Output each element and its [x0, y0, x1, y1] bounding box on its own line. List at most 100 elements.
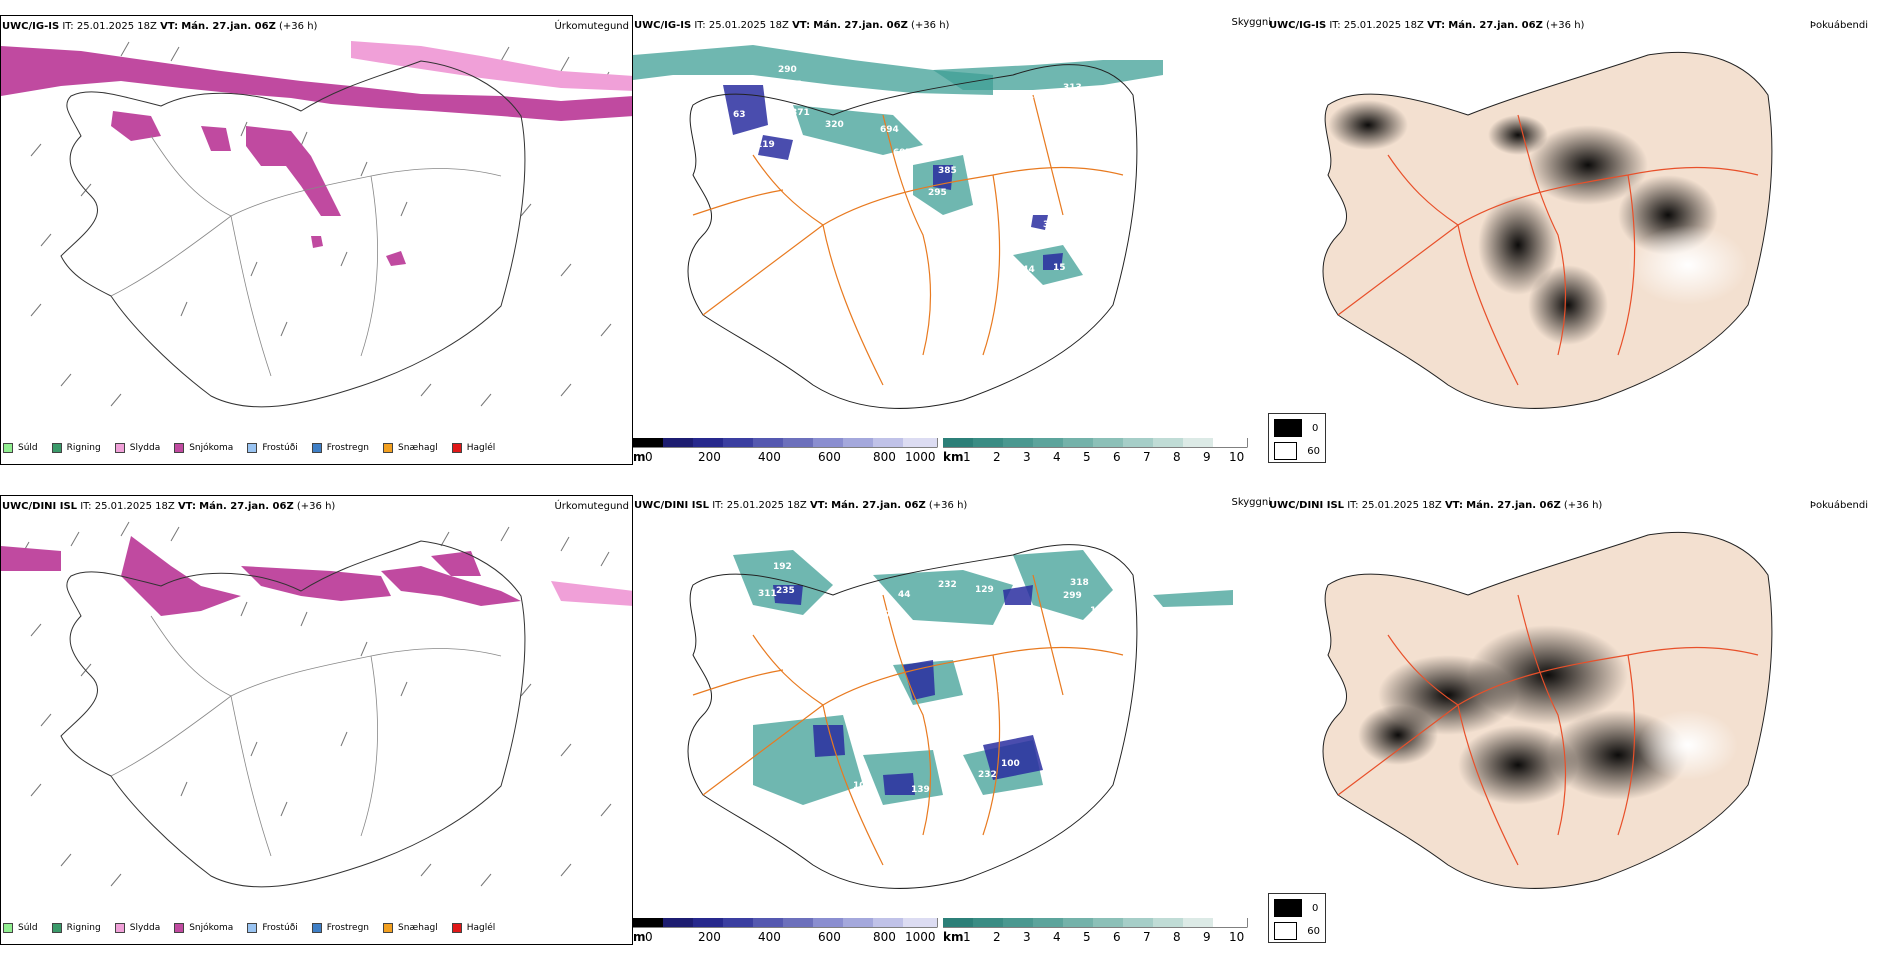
fog-map-row1 — [1322, 51, 1773, 409]
colorbar-tick: 8 — [1173, 450, 1181, 464]
visibility-colorbar: km 1 2 3 4 5 6 7 8 9 10 — [942, 917, 1253, 948]
fog-swatch — [1274, 442, 1298, 460]
fog-map-row2 — [1322, 531, 1773, 889]
colorbar-tick: 200 — [698, 930, 721, 944]
roads — [110, 135, 502, 377]
legend-label: Rigning — [66, 443, 101, 453]
map-header: UWC/IG-IS IT: 25.01.2025 18Z VT: Mán. 27… — [1269, 20, 1584, 31]
colorbar-tick: 400 — [758, 450, 781, 464]
fog-legend-row: 60 — [1274, 922, 1320, 940]
blue-low-cloud — [773, 585, 1043, 795]
colorbar-tick: 1 — [963, 930, 971, 944]
lead-time: (+36 h) — [928, 500, 968, 511]
legend-label: Frostúði — [262, 443, 298, 453]
legend-label: Frostúði — [262, 923, 298, 933]
colorbar-tick: 10 — [1229, 930, 1245, 944]
cloud-base-label: 100 — [1001, 759, 1020, 769]
fog-index-panel-row1: UWC/IG-IS IT: 25.01.2025 18Z VT: Mán. 27… — [1268, 15, 1868, 475]
precip-map-row2 — [1, 521, 632, 888]
fog-legend-label: 60 — [1307, 445, 1320, 457]
legend-item: Frostregn — [311, 443, 370, 453]
legend-swatch — [451, 443, 462, 453]
cloud-base-label: 38 — [1043, 220, 1056, 230]
fog-legend-label: 0 — [1312, 902, 1319, 914]
model-name: UWC/DINI ISL — [2, 501, 78, 512]
fog-legend: 0 60 — [1268, 413, 1326, 463]
legend-item: Snjókoma — [174, 923, 233, 933]
vt-value: Mán. 27.jan. 06Z — [1448, 20, 1543, 31]
legend-swatch — [247, 923, 258, 933]
fog-swatch — [1274, 899, 1302, 917]
cloud-base-labels: 290 765 445 371 320 694 697 313 200 385 … — [733, 65, 1082, 275]
iceland-outline — [687, 64, 1138, 409]
legend-swatch — [383, 443, 394, 453]
vt-value: Mán. 27.jan. 06Z — [831, 500, 926, 511]
road-network — [692, 94, 1124, 386]
map-header: UWC/DINI ISL IT: 25.01.2025 18Z VT: Mán.… — [1269, 500, 1602, 511]
colorbar-tick: 600 — [818, 930, 841, 944]
fog-legend-row: 0 — [1274, 899, 1320, 917]
cloud-base-label: 104 — [853, 781, 872, 791]
legend-item: Frostregn — [311, 923, 369, 933]
colorbar-tick: 600 — [818, 450, 841, 464]
visibility-panel-row2: 192 311 235 246 382 190 44 736 182 232 1… — [633, 495, 1273, 955]
colorbar-tick: 800 — [873, 450, 896, 464]
cloud-base-label: 320 — [825, 120, 844, 130]
fog-index-shading — [1328, 100, 1748, 345]
colorbar-tick: 4 — [1053, 930, 1061, 944]
legend-label: Slydda — [129, 923, 161, 933]
colorbar-tick: 5 — [1083, 930, 1091, 944]
colorbar-tick: 200 — [698, 450, 721, 464]
lead-time: (+36 h) — [1563, 500, 1603, 511]
cloud-base-label: 139 — [911, 785, 930, 795]
precip-type-panel-row1: UWC/IG-IS IT: 25.01.2025 18Z VT: Mán. 27… — [0, 15, 633, 465]
legend-swatch — [174, 923, 185, 933]
cloud-base-label: 318 — [1070, 578, 1089, 588]
colorbar-tick: 800 — [873, 930, 896, 944]
sleet-area — [551, 581, 632, 606]
cloud-base-colorbar-ramp — [633, 437, 938, 448]
legend-item: Súld — [3, 443, 38, 453]
it-value: 25.01.2025 18Z — [726, 500, 807, 511]
visibility-colorbar: km 1 2 3 4 5 6 7 8 9 10 — [942, 437, 1253, 468]
cloud-base-label: 246 — [743, 612, 762, 622]
vt-label: VT: — [1427, 20, 1446, 31]
cloud-base-colorbar-ramp — [633, 917, 938, 928]
colorbar-tick: 9 — [1203, 930, 1211, 944]
vt-value: Mán. 27.jan. 06Z — [813, 20, 908, 31]
cloud-base-unit: m — [633, 450, 646, 464]
vt-label: VT: — [1444, 500, 1463, 511]
snow-area — [1, 46, 632, 266]
legend-swatch — [311, 443, 322, 453]
colorbar-tick: 1 — [963, 450, 971, 464]
model-name: UWC/DINI ISL — [634, 500, 710, 511]
iceland-outline — [687, 544, 1138, 889]
cloud-base-label: 765 — [783, 80, 802, 90]
it-label: IT: — [1347, 500, 1359, 511]
iceland-outline — [60, 540, 526, 888]
cloud-base-label: 311 — [758, 589, 777, 599]
model-name: UWC/IG-IS — [634, 20, 692, 31]
legend-item: Snæhagl — [383, 443, 438, 453]
teal-fog-areas — [633, 45, 1163, 285]
visibility-map-row1: 290 765 445 371 320 694 697 313 200 385 … — [633, 45, 1163, 409]
legend-label: Haglél — [466, 443, 496, 453]
vt-label: VT: — [160, 21, 179, 32]
legend-item: Frostúði — [247, 923, 298, 933]
sleet-area — [351, 41, 632, 91]
cloud-base-label: 171 — [945, 241, 964, 251]
vt-value: Mán. 27.jan. 06Z — [199, 501, 294, 512]
colorbar-tick: 1000 — [905, 930, 936, 944]
cloud-base-label: 200 — [1028, 91, 1047, 101]
cloud-base-label: 235 — [776, 586, 795, 596]
colorbar-tick: 10 — [1229, 450, 1245, 464]
colorbar-tick: 3 — [1023, 450, 1031, 464]
colorbar-tick: 2 — [993, 450, 1001, 464]
roads — [1337, 114, 1759, 386]
cloud-base-label: 108 — [963, 699, 982, 709]
panel-title: Skyggni — [1231, 17, 1271, 28]
it-value: 25.01.2025 18Z — [1343, 20, 1424, 31]
legend-swatch — [114, 923, 125, 933]
cloud-base-label: 295 — [928, 188, 947, 198]
legend-label: Frostregn — [326, 443, 370, 453]
